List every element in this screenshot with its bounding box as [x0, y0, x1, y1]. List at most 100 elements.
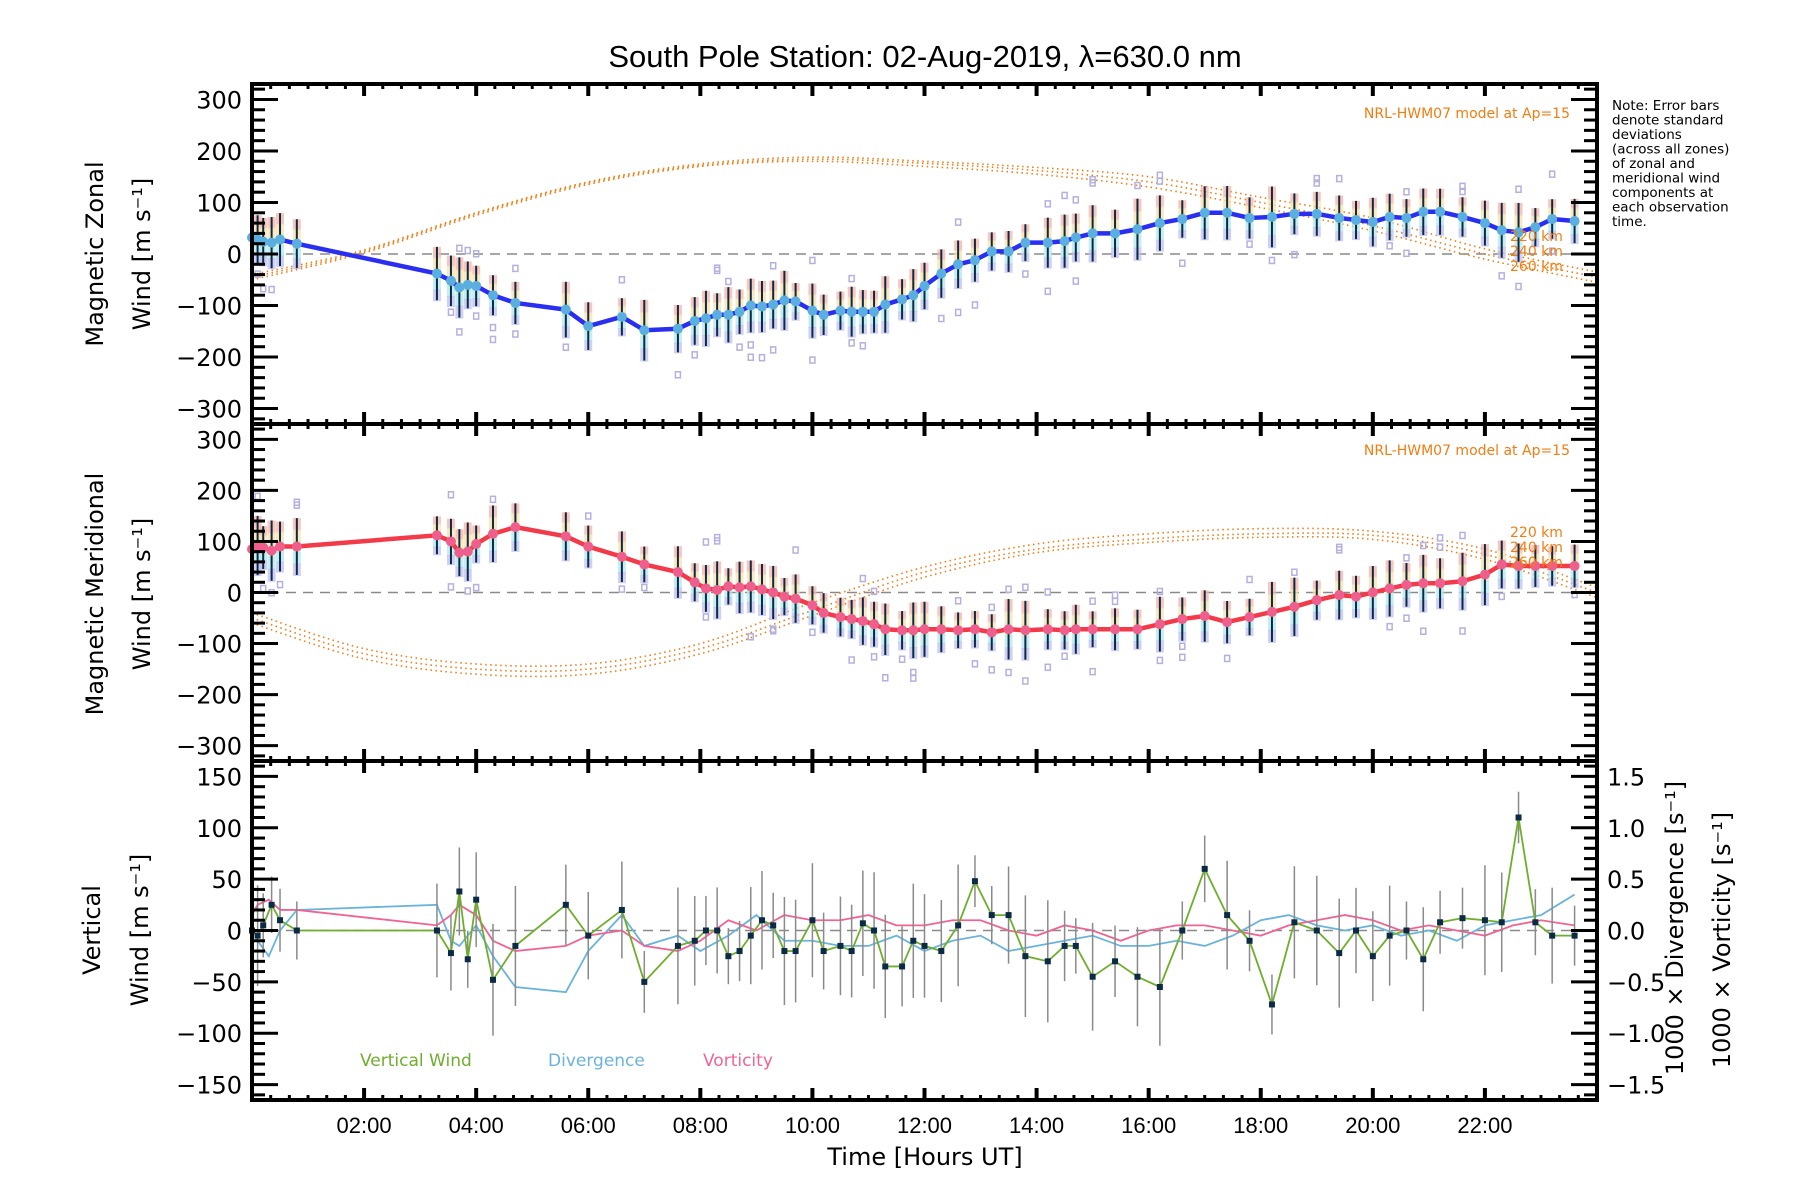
zone-marker — [809, 256, 816, 265]
wind-point — [1070, 232, 1081, 243]
wind-point — [266, 545, 277, 556]
zone-marker — [1515, 282, 1522, 291]
vertical-wind-point — [848, 948, 855, 955]
zone-marker — [882, 674, 889, 682]
zone-marker — [1403, 554, 1410, 562]
wind-point — [779, 295, 790, 306]
zone-marker — [1459, 627, 1466, 635]
wind-point — [734, 306, 745, 317]
zone-marker — [447, 583, 455, 591]
wind-point — [846, 614, 857, 625]
model-curve-240km — [251, 532, 1598, 673]
vertical-wind-point — [837, 942, 844, 949]
vertical-wind-point — [1532, 919, 1539, 926]
y-tick-label: −300 — [176, 733, 242, 761]
wind-point — [790, 593, 801, 604]
vertical-wind-point — [1336, 950, 1343, 957]
vertical-wind-point — [512, 942, 519, 949]
vertical-wind-point — [938, 948, 945, 955]
wind-point — [1367, 217, 1378, 228]
wind-point — [1530, 222, 1541, 233]
zone-marker — [1156, 171, 1164, 180]
zone-marker — [1498, 592, 1505, 601]
vertical-wind-point — [809, 917, 816, 924]
wind-point — [431, 530, 442, 541]
zone-marker — [1111, 591, 1119, 599]
wind-point — [510, 297, 521, 308]
wind-point — [672, 567, 683, 578]
zone-marker — [1005, 668, 1012, 677]
vertical-wind-point — [988, 912, 995, 919]
wind-point — [583, 541, 594, 552]
vertical-wind-point — [254, 932, 261, 939]
zone-marker — [713, 533, 721, 542]
wind-point — [1177, 213, 1188, 224]
note-line: each observation — [1612, 200, 1729, 216]
vertical-wind-point — [1246, 937, 1253, 944]
zone-marker — [736, 343, 743, 351]
wind-point — [291, 541, 302, 552]
panel-zonal: 300 200 100 0 −100 −200 −300 NRL-HWM07 model a… — [81, 82, 1599, 426]
zone-marker — [870, 587, 878, 596]
y-tick-label: 0 — [227, 918, 242, 946]
zone-marker — [1246, 575, 1253, 584]
vertical-wind-point — [1420, 956, 1427, 963]
zone-marker — [1022, 677, 1029, 685]
zone-marker — [472, 250, 480, 258]
wind-point — [471, 280, 482, 291]
wind-point — [1020, 237, 1031, 248]
zone-marker — [1515, 185, 1522, 194]
y-tick-label: 200 — [196, 138, 242, 166]
zone-marker — [489, 335, 497, 344]
vertical-wind-point — [1369, 953, 1376, 960]
vertical-wind-point — [1022, 953, 1029, 960]
zone-marker — [713, 266, 721, 275]
y-tick-label: 100 — [196, 189, 242, 217]
wind-point — [1110, 228, 1121, 239]
zone-marker — [1548, 247, 1556, 255]
vertical-wind-point — [820, 948, 827, 955]
wind-point — [818, 607, 829, 618]
zonal-model-height-220: 220 km — [1510, 229, 1563, 245]
zone-marker — [938, 314, 945, 323]
wind-point — [880, 624, 891, 635]
note-line: meridional wind — [1612, 171, 1720, 187]
zone-marker — [1089, 597, 1096, 605]
zone-marker — [1179, 653, 1186, 662]
vertical-wind-point — [882, 963, 889, 970]
vertical-wind-point — [1224, 912, 1231, 919]
vertical-wind-line — [251, 817, 1575, 1008]
wind-point — [1059, 236, 1070, 247]
zone-marker — [988, 603, 995, 612]
wind-point — [266, 237, 277, 248]
vertical-wind-point — [1498, 919, 1505, 926]
wind-point — [1401, 212, 1412, 223]
wind-point — [723, 581, 734, 592]
wind-point — [462, 279, 473, 290]
vertical-wind-point — [562, 901, 569, 908]
zone-marker — [1179, 259, 1186, 267]
zone-marker — [971, 301, 979, 309]
y-tick-label: −150 — [176, 1072, 242, 1100]
vertical-wind-point — [1179, 927, 1186, 934]
vertical-wind-point — [1201, 865, 1208, 872]
vertical-wind-point — [585, 932, 592, 939]
note-line: of zonal and — [1612, 156, 1695, 172]
wind-point — [723, 309, 734, 320]
meridional-model-height-260: 260 km — [1510, 555, 1563, 571]
y-tick-label: 0 — [227, 580, 242, 608]
wind-point — [700, 583, 711, 594]
wind-point — [1087, 228, 1098, 239]
zone-marker — [848, 274, 855, 283]
wind-point — [846, 306, 857, 317]
wind-point — [869, 306, 880, 317]
wind-point — [1222, 207, 1233, 218]
wind-point — [700, 313, 711, 324]
zone-marker — [464, 587, 472, 595]
wind-point — [1020, 625, 1031, 636]
wind-point — [734, 582, 745, 593]
wind-point — [1059, 625, 1070, 636]
zone-marker — [954, 308, 962, 317]
zone-marker — [1420, 627, 1427, 635]
zone-marker — [848, 339, 855, 347]
